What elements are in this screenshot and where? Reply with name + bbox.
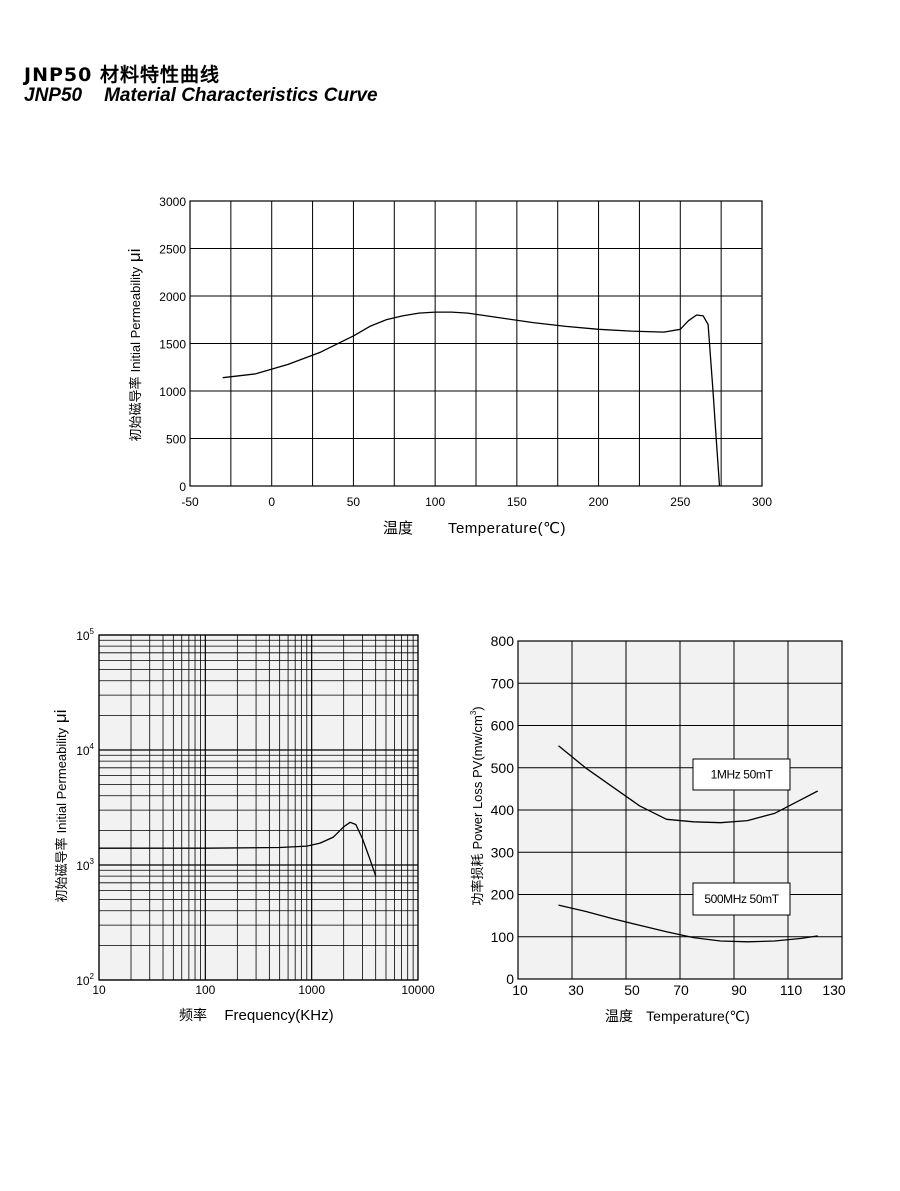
series-label: 500MHz 50mT bbox=[704, 892, 779, 906]
y-axis-label-en: Initial Permeability bbox=[54, 727, 69, 833]
y-tick-label: 300 bbox=[491, 844, 515, 860]
x-tick-label: 10 bbox=[92, 983, 106, 997]
x-tick-label: -50 bbox=[181, 495, 199, 509]
x-tick-label: 1000 bbox=[298, 983, 325, 997]
y-tick-label: 2000 bbox=[159, 290, 186, 304]
y-tick-exp: 4 bbox=[90, 742, 95, 751]
x-axis-label-cn: 温度 bbox=[605, 1008, 633, 1024]
y-tick-label: 3000 bbox=[159, 195, 186, 209]
x-tick-label: 10 bbox=[512, 982, 528, 998]
x-tick-label: 100 bbox=[425, 495, 445, 509]
y-tick-label: 2500 bbox=[159, 243, 186, 257]
model-name: JNP50 bbox=[24, 64, 93, 86]
x-tick-label: 70 bbox=[673, 982, 689, 998]
y-tick-label: 1000 bbox=[159, 385, 186, 399]
y-tick-base: 10 bbox=[76, 974, 90, 988]
y-axis-label: 功率损耗 Power Loss PV(mw/cm3) bbox=[469, 706, 486, 905]
y-tick-label: 600 bbox=[491, 718, 515, 734]
model-name-italic: JNP50 bbox=[24, 85, 83, 106]
x-tick-label: 90 bbox=[731, 982, 747, 998]
x-tick-label: 30 bbox=[568, 982, 584, 998]
chart-mu-vs-temp: -50 0 50 100 150 200 250 3000500100015002000250… bbox=[125, 195, 772, 537]
y-tick-label: 0 bbox=[179, 480, 186, 494]
series-line-1 bbox=[558, 904, 818, 943]
chart-pv-vs-temp: 10 30 50 70 90 110 130 0 100 200 300 400 500 600 700 80… bbox=[469, 633, 846, 1024]
x-axis-label-cn: 温度 bbox=[383, 520, 413, 537]
series-line-0 bbox=[558, 745, 818, 824]
x-tick-label: 130 bbox=[822, 982, 846, 998]
y-axis-label-cn: 初始磁导率 bbox=[128, 372, 144, 441]
y-tick-label: 100 bbox=[491, 929, 515, 945]
x-tick-label: 300 bbox=[752, 495, 772, 509]
plot-frame bbox=[98, 634, 419, 981]
y-tick-label: 500 bbox=[166, 433, 186, 447]
y-axis-label-cn: 初始磁导率 bbox=[54, 833, 70, 902]
page-title-cn: JNP50 材料特性曲线 bbox=[24, 60, 220, 87]
y-tick-label: 200 bbox=[491, 887, 515, 903]
series-label-box bbox=[692, 882, 791, 916]
y-tick-label: 800 bbox=[491, 633, 515, 649]
y-tick-label: 400 bbox=[491, 802, 515, 818]
y-tick-exp: 5 bbox=[90, 627, 95, 636]
x-axis-label-cn: 频率 bbox=[179, 1007, 207, 1023]
y-tick-base: 10 bbox=[76, 859, 90, 873]
y-tick-exp: 2 bbox=[90, 972, 95, 981]
title-cn-text: 材料特性曲线 bbox=[99, 64, 220, 86]
plot-frame bbox=[517, 640, 843, 980]
plot-area bbox=[99, 635, 418, 980]
x-axis-label: Temperature(℃) bbox=[646, 1008, 750, 1024]
y-axis-close: ) bbox=[470, 706, 485, 710]
page-title-en: JNP50 Material Characteristics Curve bbox=[24, 85, 378, 107]
y-tick-label: 500 bbox=[491, 760, 515, 776]
x-tick-label: 250 bbox=[670, 495, 690, 509]
y-axis-label: 初始磁导率 Initial Permeability μi bbox=[125, 249, 144, 442]
series-label: 1MHz 50mT bbox=[711, 768, 774, 782]
x-tick-label: 150 bbox=[507, 495, 527, 509]
y-tick-label: 102 bbox=[76, 972, 94, 988]
x-tick-label: 110 bbox=[780, 982, 803, 998]
y-axis-label-en: Initial Permeability bbox=[128, 266, 143, 372]
y-tick-label: 104 bbox=[76, 742, 94, 758]
y-tick-exp: 3 bbox=[90, 857, 95, 866]
x-tick-label: 100 bbox=[195, 983, 215, 997]
series-label-box bbox=[692, 758, 791, 791]
title-en-text: Material Characteristics Curve bbox=[104, 85, 378, 106]
x-tick-label: 10000 bbox=[401, 983, 435, 997]
y-tick-label: 103 bbox=[76, 857, 94, 873]
x-axis-label: Frequency(KHz) bbox=[224, 1007, 333, 1024]
x-tick-label: 50 bbox=[624, 982, 640, 998]
x-tick-label: 50 bbox=[347, 495, 361, 509]
y-tick-label: 105 bbox=[76, 627, 94, 643]
x-tick-label: 200 bbox=[589, 495, 609, 509]
y-axis-symbol: μi bbox=[51, 710, 70, 728]
series-line-0 bbox=[222, 311, 721, 487]
y-tick-base: 10 bbox=[76, 629, 90, 643]
y-axis-label-en: Power Loss PV(mw/cm bbox=[470, 715, 485, 849]
y-tick-label: 1500 bbox=[159, 338, 186, 352]
x-axis-label: Temperature(℃) bbox=[448, 520, 566, 537]
y-axis-symbol: μi bbox=[125, 249, 144, 267]
y-tick-base: 10 bbox=[76, 744, 90, 758]
y-axis-label: 初始磁导率 Initial Permeability μi bbox=[51, 710, 70, 903]
y-axis-label-cn: 功率损耗 bbox=[470, 850, 486, 906]
x-tick-label: 0 bbox=[268, 495, 275, 509]
y-tick-label: 0 bbox=[506, 971, 514, 987]
series-line-0 bbox=[99, 821, 377, 877]
y-axis-sup: 3 bbox=[469, 710, 478, 715]
y-tick-label: 700 bbox=[491, 675, 515, 691]
plot-frame bbox=[189, 200, 763, 487]
